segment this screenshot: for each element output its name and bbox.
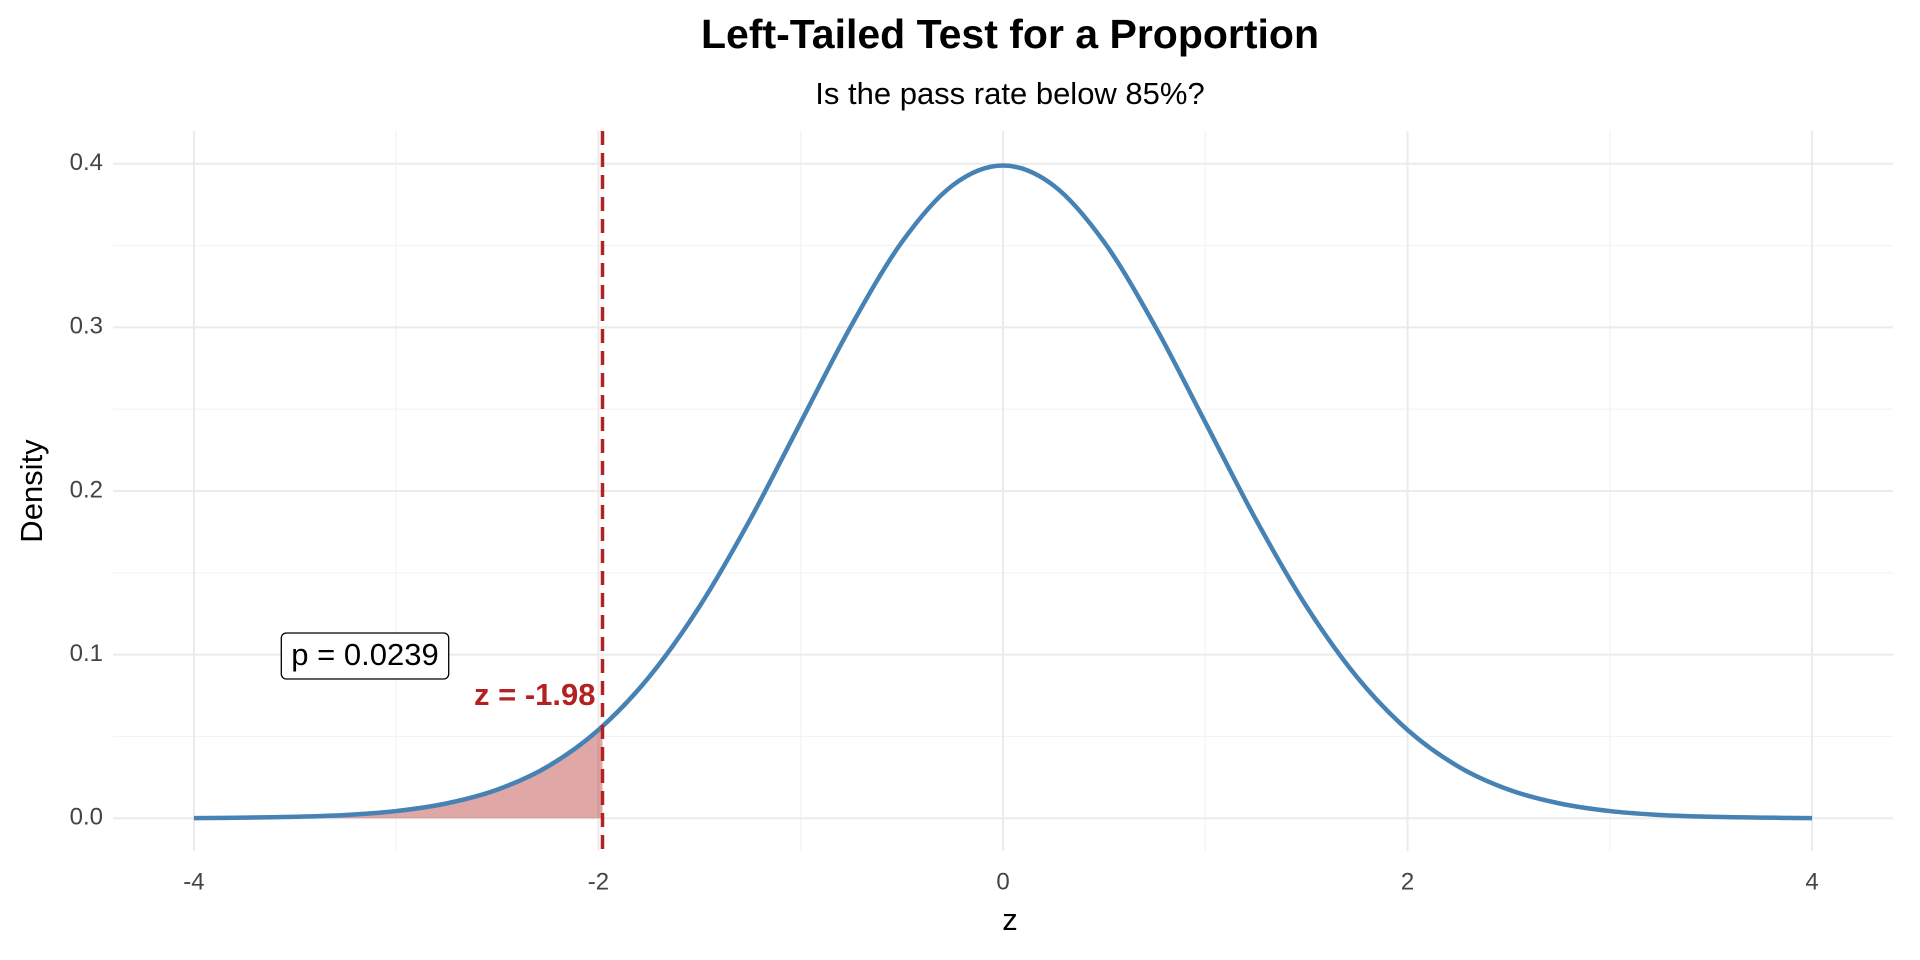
y-tick-label: 0.4 bbox=[70, 149, 103, 176]
grid bbox=[113, 131, 1893, 851]
y-tick-label: 0.0 bbox=[70, 804, 103, 831]
density-curve bbox=[193, 163, 1813, 821]
y-tick-label: 0.2 bbox=[70, 476, 103, 503]
y-axis-title: Density bbox=[14, 439, 49, 543]
marks bbox=[193, 131, 1813, 851]
chart-subtitle: Is the pass rate below 85%? bbox=[815, 76, 1204, 111]
p-label-box bbox=[280, 632, 450, 680]
x-tick-label: 4 bbox=[1805, 868, 1818, 895]
y-tick-label: 0.1 bbox=[70, 640, 103, 667]
x-tick-label: -2 bbox=[588, 868, 609, 895]
x-tick-label: -4 bbox=[183, 868, 204, 895]
y-tick-label: 0.3 bbox=[70, 313, 103, 340]
shaded-area bbox=[193, 725, 604, 819]
x-tick-label: 2 bbox=[1401, 868, 1414, 895]
critical-label: z = -1.98 bbox=[474, 677, 596, 712]
p-label: p = 0.0239 bbox=[291, 637, 438, 672]
chart-title: Left-Tailed Test for a Proportion bbox=[701, 11, 1319, 57]
x-axis-title: z bbox=[1002, 902, 1018, 937]
x-tick-label: 0 bbox=[996, 868, 1009, 895]
